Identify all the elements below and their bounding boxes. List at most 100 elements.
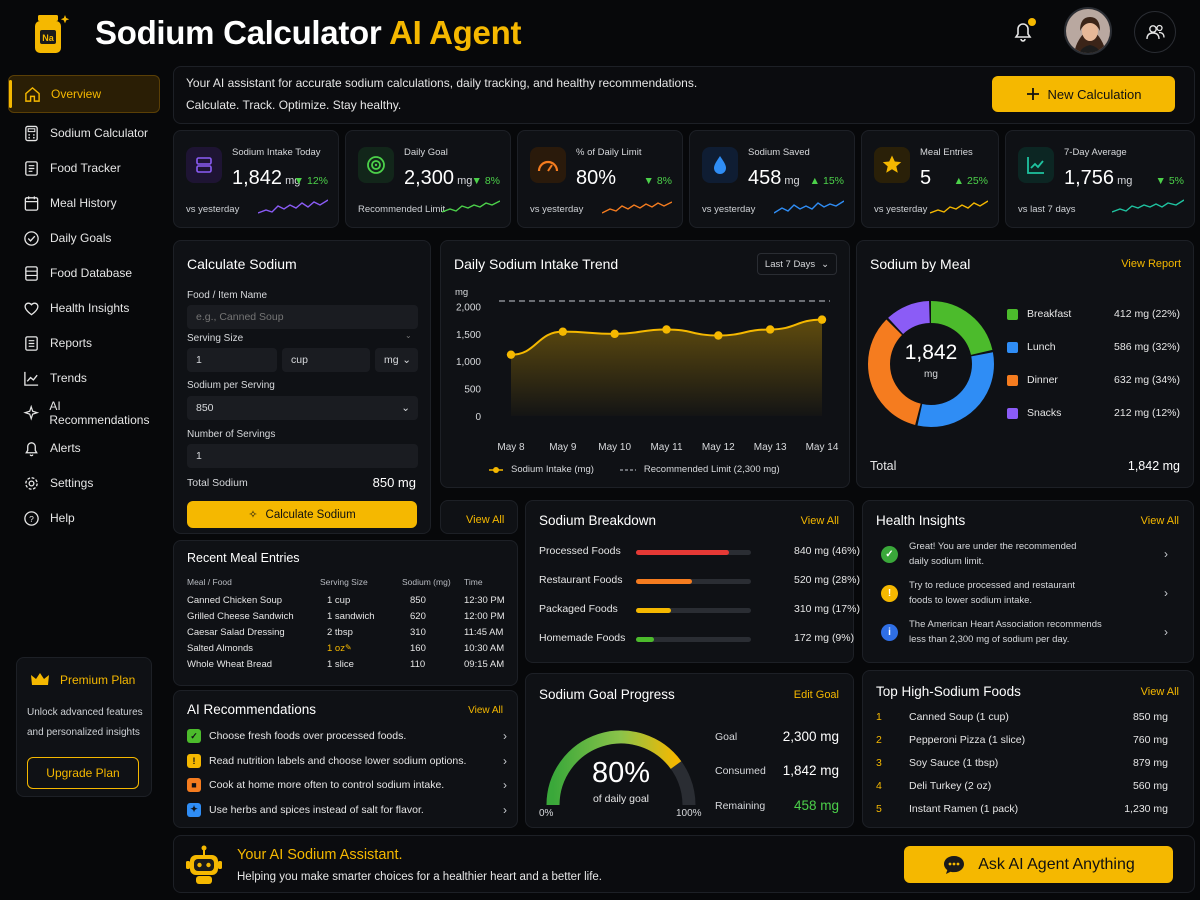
intake-point[interactable] — [558, 327, 568, 336]
ask-ai-button[interactable]: Ask AI Agent Anything — [904, 846, 1173, 883]
intake-point[interactable] — [817, 315, 827, 324]
top-food-item[interactable]: 5 Instant Ramen (1 pack) 1,230 mg — [876, 803, 1168, 821]
trends-icon — [24, 371, 39, 386]
sidebar-item-ai-recommendations[interactable]: AI Recommendations — [8, 394, 160, 432]
stat-sub: vs yesterday — [186, 204, 240, 215]
top-food-item[interactable]: 4 Deli Turkey (2 oz) 560 mg — [876, 780, 1168, 798]
recommendations-view-all[interactable]: View All — [468, 705, 503, 716]
table-row[interactable]: Grilled Cheese Sandwich 1 sandwich 620 12:0… — [187, 611, 505, 627]
intake-point[interactable] — [610, 329, 619, 339]
gauge-min: 0% — [539, 808, 554, 819]
range-select[interactable]: Last 7 Days ⌄ — [757, 253, 837, 275]
sidebar-item-settings[interactable]: Settings — [8, 464, 160, 502]
chevron-down-icon: ⌄ — [401, 402, 410, 414]
edit-icon[interactable]: ✎ — [345, 643, 352, 652]
sidebar-item-trends[interactable]: Trends — [8, 359, 160, 397]
servings-input[interactable]: 1 — [187, 444, 418, 468]
user-avatar[interactable] — [1064, 7, 1112, 55]
recent-view-all-link[interactable]: View All — [466, 514, 505, 526]
top-food-value: 1,230 mg — [1124, 803, 1168, 815]
sidebar-item-label: Overview — [51, 87, 102, 101]
bell-icon — [25, 441, 38, 456]
insight-item[interactable]: ! Try to reduce processed and restaurant f… — [876, 578, 1168, 612]
donut-slice-breakfast[interactable] — [868, 301, 994, 427]
recommendation-item[interactable]: ! Read nutrition labels and choose lower … — [187, 750, 507, 772]
recommendation-check-icon: ✦ — [187, 802, 201, 817]
table-row[interactable]: Canned Chicken Soup 1 cup 850 12:30 PM — [187, 595, 505, 611]
stat-change-value: 12% — [306, 175, 328, 187]
top-food-value: 879 mg — [1132, 757, 1168, 769]
top-food-item[interactable]: 3 Soy Sauce (1 tbsp) 879 mg — [876, 757, 1168, 775]
insight-item[interactable]: i The American Heart Association recommen… — [876, 617, 1168, 651]
serving-unit-input[interactable]: cup — [282, 348, 370, 372]
notifications-button[interactable] — [1008, 16, 1038, 46]
insight-line1: Try to reduce processed and restaurant — [909, 580, 1075, 591]
team-button[interactable] — [1134, 11, 1176, 53]
stat-number: 1,756 — [1064, 167, 1115, 189]
sidebar-item-label: Food Database — [50, 266, 133, 280]
view-report-link[interactable]: View Report — [1121, 258, 1181, 270]
sidebar-item-help[interactable]: ? Help — [8, 499, 160, 537]
sparkline — [602, 201, 672, 214]
sidebar-item-reports[interactable]: Reports — [8, 324, 160, 362]
intake-point[interactable] — [506, 350, 516, 359]
sidebar-item-alerts[interactable]: Alerts — [8, 429, 160, 467]
crown-icon — [31, 673, 49, 685]
serving-size-input[interactable]: 1 — [187, 348, 277, 372]
table-row[interactable]: Whole Wheat Bread 1 slice 110 09:15 AM — [187, 659, 504, 675]
stat-change: ▼ 5% — [1155, 175, 1185, 187]
cell-sodium: 160 — [410, 643, 426, 654]
food-name-input[interactable] — [187, 305, 418, 329]
insight-line2: less than 2,300 mg of sodium per day. — [909, 634, 1070, 645]
stat-value: 80% — [576, 167, 619, 190]
donut-slice-dinner[interactable] — [868, 301, 994, 427]
cell-time: 10:30 AM — [464, 643, 505, 654]
legend-value: 586 mg (32%) — [1114, 341, 1180, 353]
measure-select[interactable]: mg ⌄ — [375, 348, 418, 372]
top-food-name: Instant Ramen (1 pack) — [909, 803, 1019, 815]
sidebar-item-health-insights[interactable]: Health Insights — [8, 289, 160, 327]
sparkline — [774, 200, 844, 214]
upgrade-plan-button[interactable]: Upgrade Plan — [27, 757, 139, 789]
donut-slice-lunch[interactable] — [868, 301, 994, 427]
ask-ai-label: Ask AI Agent Anything — [978, 855, 1135, 873]
edit-goal-link[interactable]: Edit Goal — [793, 689, 839, 701]
chevron-right-icon: › — [503, 802, 507, 817]
top-food-item[interactable]: 1 Canned Soup (1 cup) 850 mg — [876, 711, 1168, 729]
top-food-item[interactable]: 2 Pepperoni Pizza (1 slice) 760 mg — [876, 734, 1168, 752]
insights-view-all[interactable]: View All — [1140, 515, 1179, 527]
calculate-button[interactable]: ✧ Calculate Sodium — [187, 501, 417, 528]
goal-percent: 80% — [591, 757, 651, 789]
calculator-title: Calculate Sodium — [187, 256, 297, 272]
recommendation-item[interactable]: ✦ Use herbs and spices instead of salt fo… — [187, 799, 507, 821]
stat-sub: vs last 7 days — [1018, 204, 1076, 215]
intake-point[interactable] — [662, 325, 671, 334]
per-serving-select[interactable]: 850 ⌄ — [187, 396, 418, 420]
insight-item[interactable]: ✓ Great! You are under the recommended dai… — [876, 539, 1168, 573]
legend-swatch — [1007, 375, 1018, 386]
recommendation-item[interactable]: ■ Cook at home more often to control sodi… — [187, 774, 507, 796]
sidebar-item-daily-goals[interactable]: Daily Goals — [8, 219, 160, 257]
top-food-name: Canned Soup (1 cup) — [909, 711, 1009, 723]
sidebar-item-meal-history[interactable]: Meal History — [8, 184, 160, 222]
recommendation-text: Cook at home more often to control sodiu… — [209, 779, 445, 791]
stat-number: 458 — [748, 167, 782, 189]
breakdown-view-all[interactable]: View All — [800, 515, 839, 527]
legend-limit-marker — [619, 468, 636, 471]
sidebar-item-food-tracker[interactable]: Food Tracker — [8, 149, 160, 187]
sparkle-icon: ✧ — [248, 509, 258, 521]
stat-label: Sodium Intake Today — [232, 147, 321, 158]
cell-time: 09:15 AM — [464, 659, 505, 670]
new-calculation-button[interactable]: New Calculation — [992, 76, 1175, 112]
top-foods-view-all[interactable]: View All — [1140, 686, 1179, 698]
intake-point[interactable] — [765, 325, 775, 334]
recommendation-item[interactable]: ✓ Choose fresh foods over processed foods… — [187, 725, 507, 747]
sidebar-item-food-database[interactable]: Food Database — [8, 254, 160, 292]
table-row[interactable]: Salted Almonds 1 oz ✎ 160 10:30 AM — [187, 643, 504, 659]
sidebar-item-overview[interactable]: Overview — [8, 75, 160, 113]
intake-point[interactable] — [714, 331, 723, 340]
sidebar-item-sodium-calculator[interactable]: Sodium Calculator — [8, 114, 160, 152]
ai-icon — [23, 404, 40, 421]
legend-limit: Recommended Limit (2,300 mg) — [643, 464, 780, 475]
table-row[interactable]: Caesar Salad Dressing 2 tbsp 310 11:45 AM — [187, 627, 503, 643]
